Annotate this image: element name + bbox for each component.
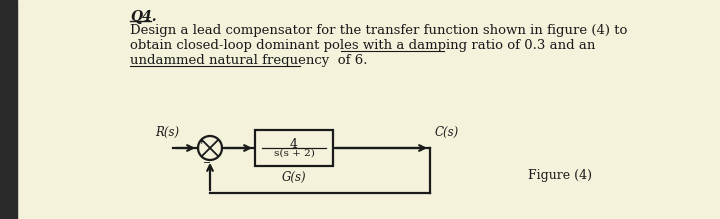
Text: Figure (4): Figure (4)	[528, 168, 592, 182]
Text: −: −	[203, 158, 211, 168]
Text: Q4.: Q4.	[130, 10, 157, 24]
Text: undammed natural frequency  of 6.: undammed natural frequency of 6.	[130, 54, 367, 67]
Text: R(s): R(s)	[155, 126, 179, 139]
Text: 4: 4	[290, 138, 298, 151]
Text: Design a lead compensator for the transfer function shown in figure (4) to: Design a lead compensator for the transf…	[130, 24, 627, 37]
Text: G(s): G(s)	[282, 171, 306, 184]
Text: C(s): C(s)	[435, 126, 459, 139]
Text: obtain closed-loop dominant poles with a damping ratio of 0.3 and an: obtain closed-loop dominant poles with a…	[130, 39, 595, 52]
Bar	[0, 0, 17, 219]
Text: +: +	[197, 136, 204, 145]
Bar	[255, 130, 333, 166]
Text: s(s + 2): s(s + 2)	[274, 149, 315, 158]
